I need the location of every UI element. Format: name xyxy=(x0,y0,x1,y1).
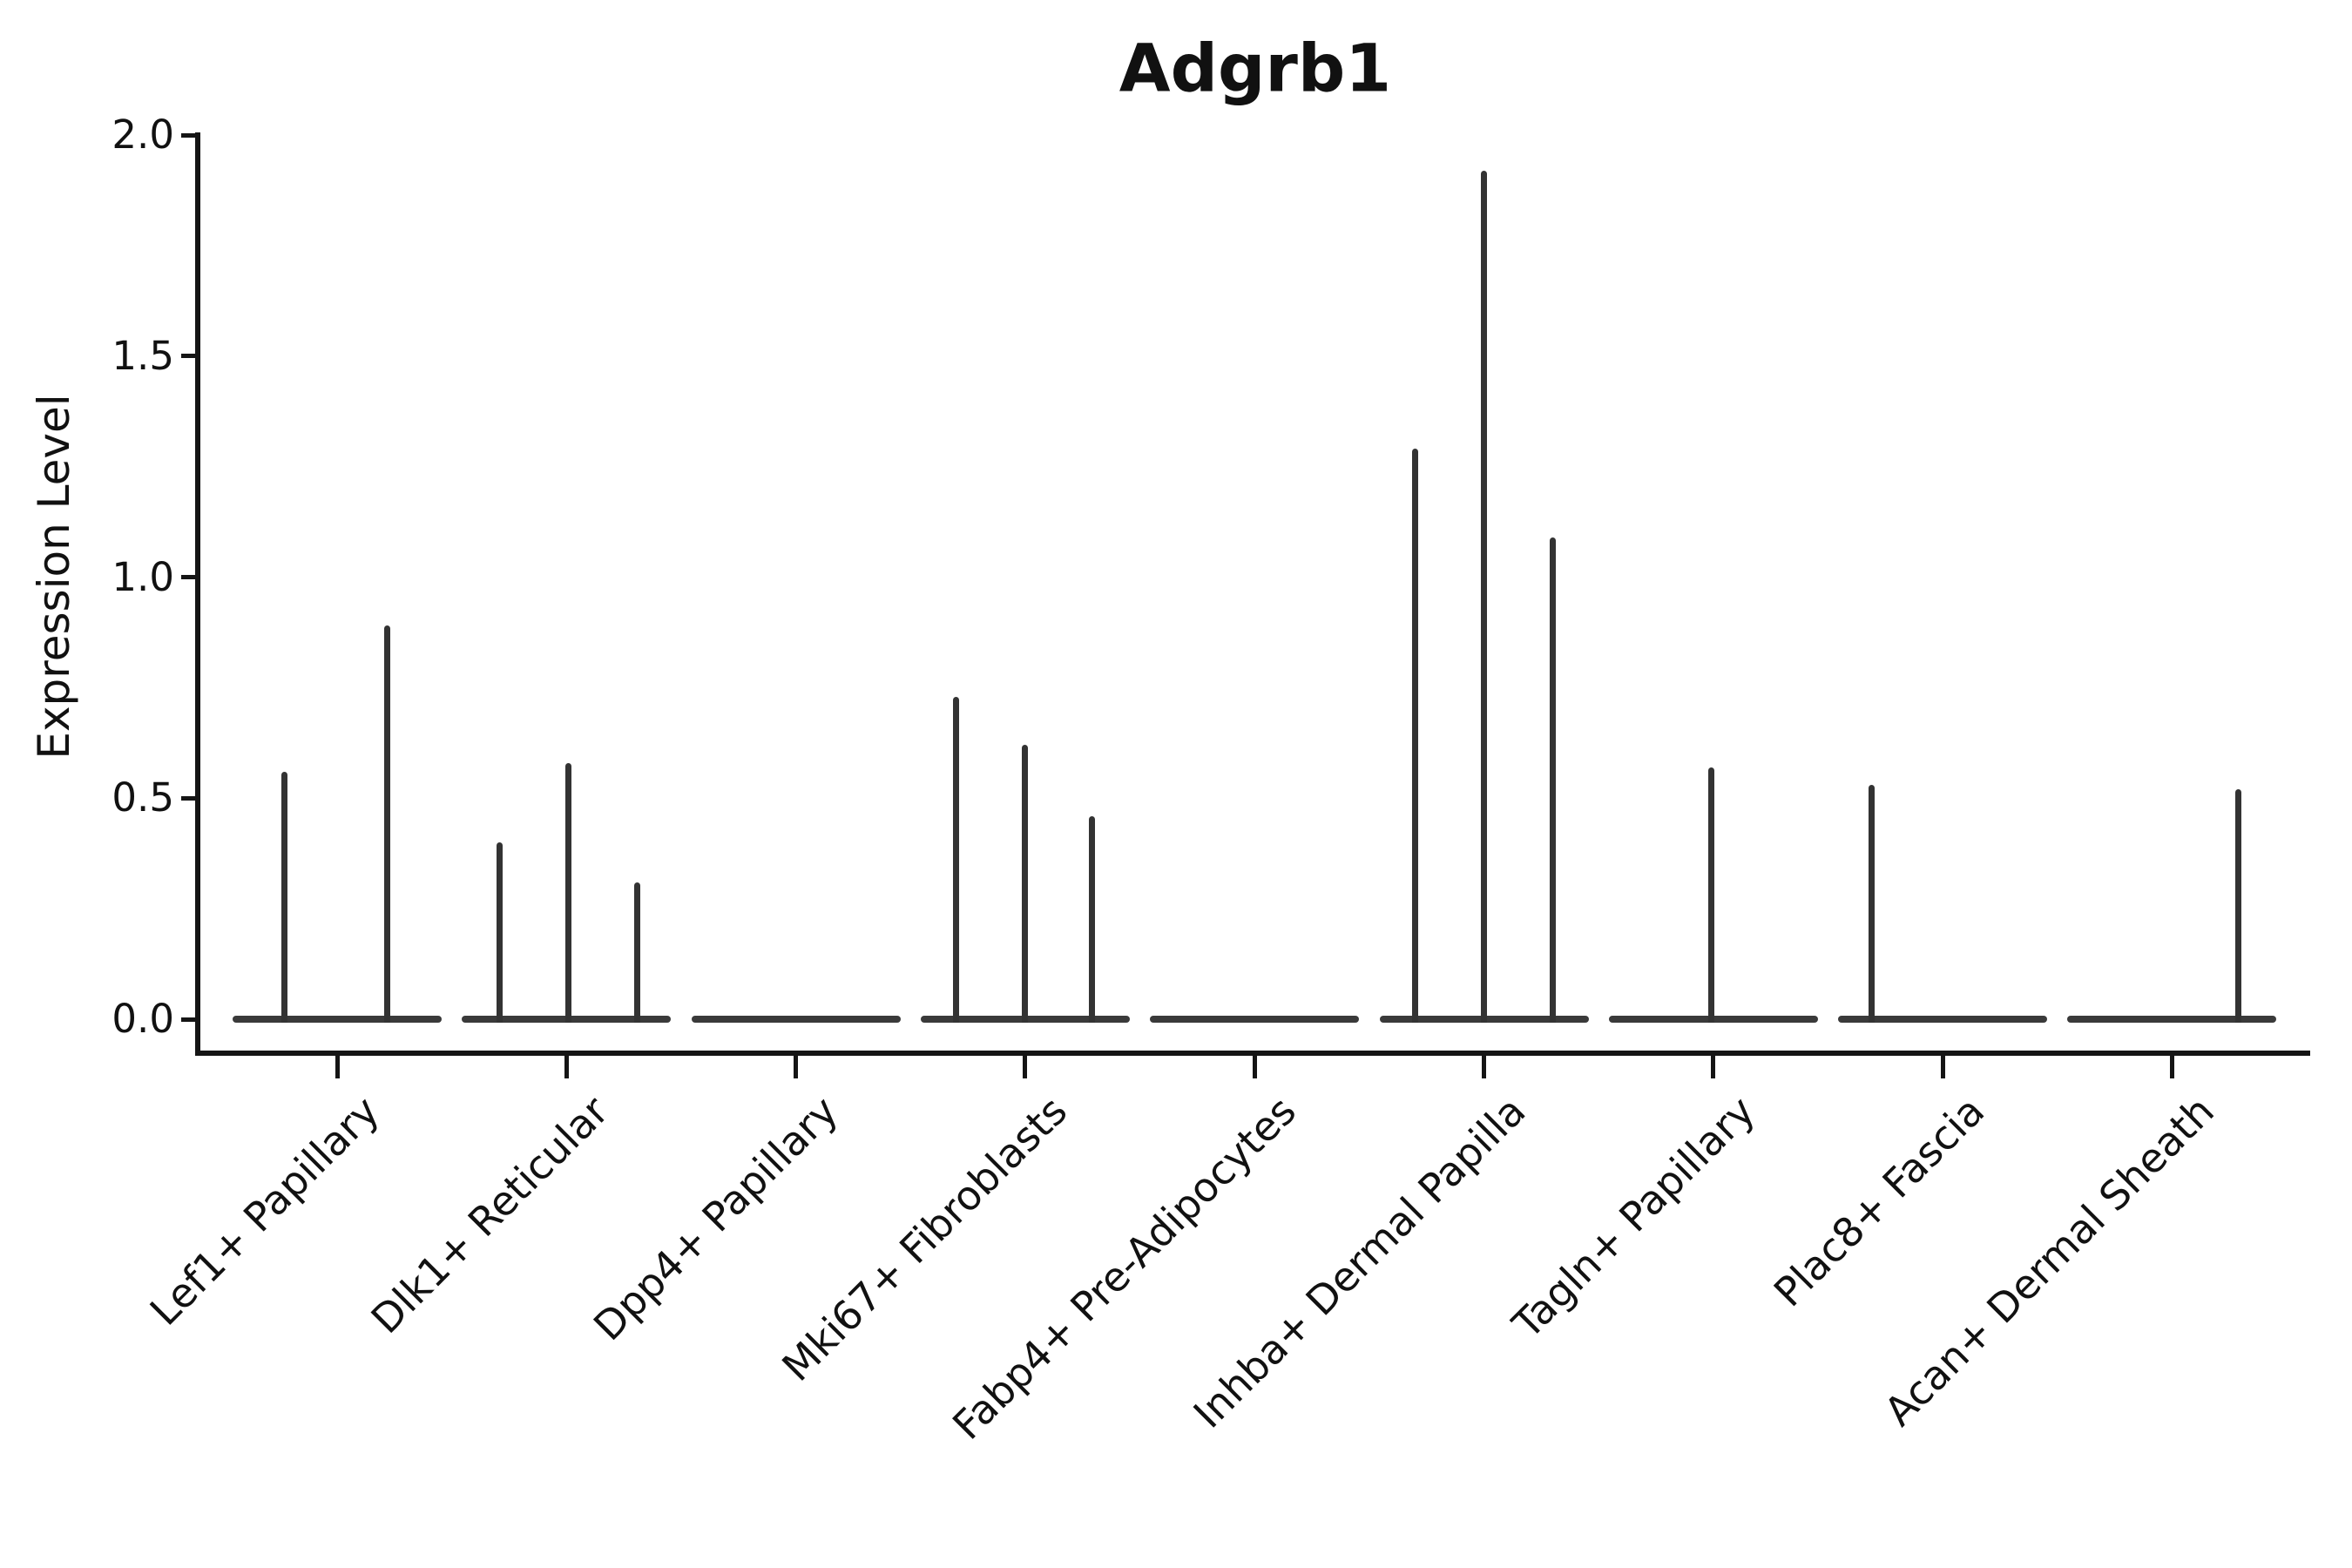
violin-baseline xyxy=(2067,1016,2277,1023)
y-tick-mark-icon xyxy=(181,575,195,579)
violin-spike xyxy=(1707,767,1714,1023)
x-tick-label-lef1-papillary: Lef1+ Papillary xyxy=(140,1087,389,1335)
y-axis-line xyxy=(195,132,200,1056)
violin-spike xyxy=(1412,449,1418,1023)
y-tick-row: 1.5 xyxy=(0,330,195,382)
y-tick-row: 0.5 xyxy=(0,772,195,824)
y-tick-mark-icon xyxy=(181,132,195,138)
y-tick-label: 0.0 xyxy=(112,996,174,1042)
y-tick-row: 1.0 xyxy=(0,551,195,604)
x-tick-mark-icon xyxy=(1252,1055,1257,1078)
y-tick-label: 2.0 xyxy=(112,112,174,158)
violin-spike xyxy=(1022,745,1029,1023)
y-tick-mark-icon xyxy=(181,354,195,359)
violin-baseline xyxy=(1150,1016,1360,1023)
plot-title: Adgrb1 xyxy=(1119,29,1392,107)
x-tick-mark-icon xyxy=(794,1055,799,1078)
violin-spike xyxy=(384,625,391,1023)
violin-spike xyxy=(634,882,641,1023)
x-tick-mark-icon xyxy=(564,1055,569,1078)
violin-spike xyxy=(1549,537,1556,1023)
y-tick-label: 0.5 xyxy=(112,774,174,821)
violin-spike xyxy=(565,762,572,1023)
violin-spike xyxy=(497,842,504,1023)
violin-baseline xyxy=(1838,1016,2048,1023)
x-tick-mark-icon xyxy=(1940,1055,1945,1078)
y-tick-label: 1.5 xyxy=(112,332,174,379)
x-tick-mark-icon xyxy=(335,1055,340,1078)
x-tick-mark-icon xyxy=(2169,1055,2174,1078)
x-tick-mark-icon xyxy=(1482,1055,1486,1078)
violin-spike xyxy=(2235,789,2242,1023)
violin-spike xyxy=(1868,785,1875,1023)
x-tick-label-plac8-fascia: Plac8+ Fascia xyxy=(1764,1087,1994,1316)
violin-baseline xyxy=(691,1016,901,1023)
y-tick-row: 0.0 xyxy=(0,993,195,1045)
violin-spike xyxy=(1088,815,1095,1023)
violin-spike xyxy=(953,696,960,1023)
violin-spike xyxy=(1481,170,1487,1023)
x-tick-label-dpp4-papillary: Dpp4+ Papillary xyxy=(584,1087,847,1350)
y-tick-label: 1.0 xyxy=(112,553,174,600)
violin-spike xyxy=(280,771,287,1023)
x-tick-mark-icon xyxy=(1711,1055,1716,1078)
y-tick-row: 2.0 xyxy=(0,109,195,161)
x-tick-label-tagln-papillary: Tagln+ Papillary xyxy=(1504,1087,1764,1348)
x-tick-mark-icon xyxy=(1023,1055,1028,1078)
violin-baseline xyxy=(233,1016,442,1023)
y-tick-mark-icon xyxy=(181,1017,195,1022)
x-axis-line xyxy=(195,1051,2310,1056)
y-tick-mark-icon xyxy=(181,795,195,801)
x-tick-label-dlk1-reticular: Dlk1+ Reticular xyxy=(362,1087,618,1343)
